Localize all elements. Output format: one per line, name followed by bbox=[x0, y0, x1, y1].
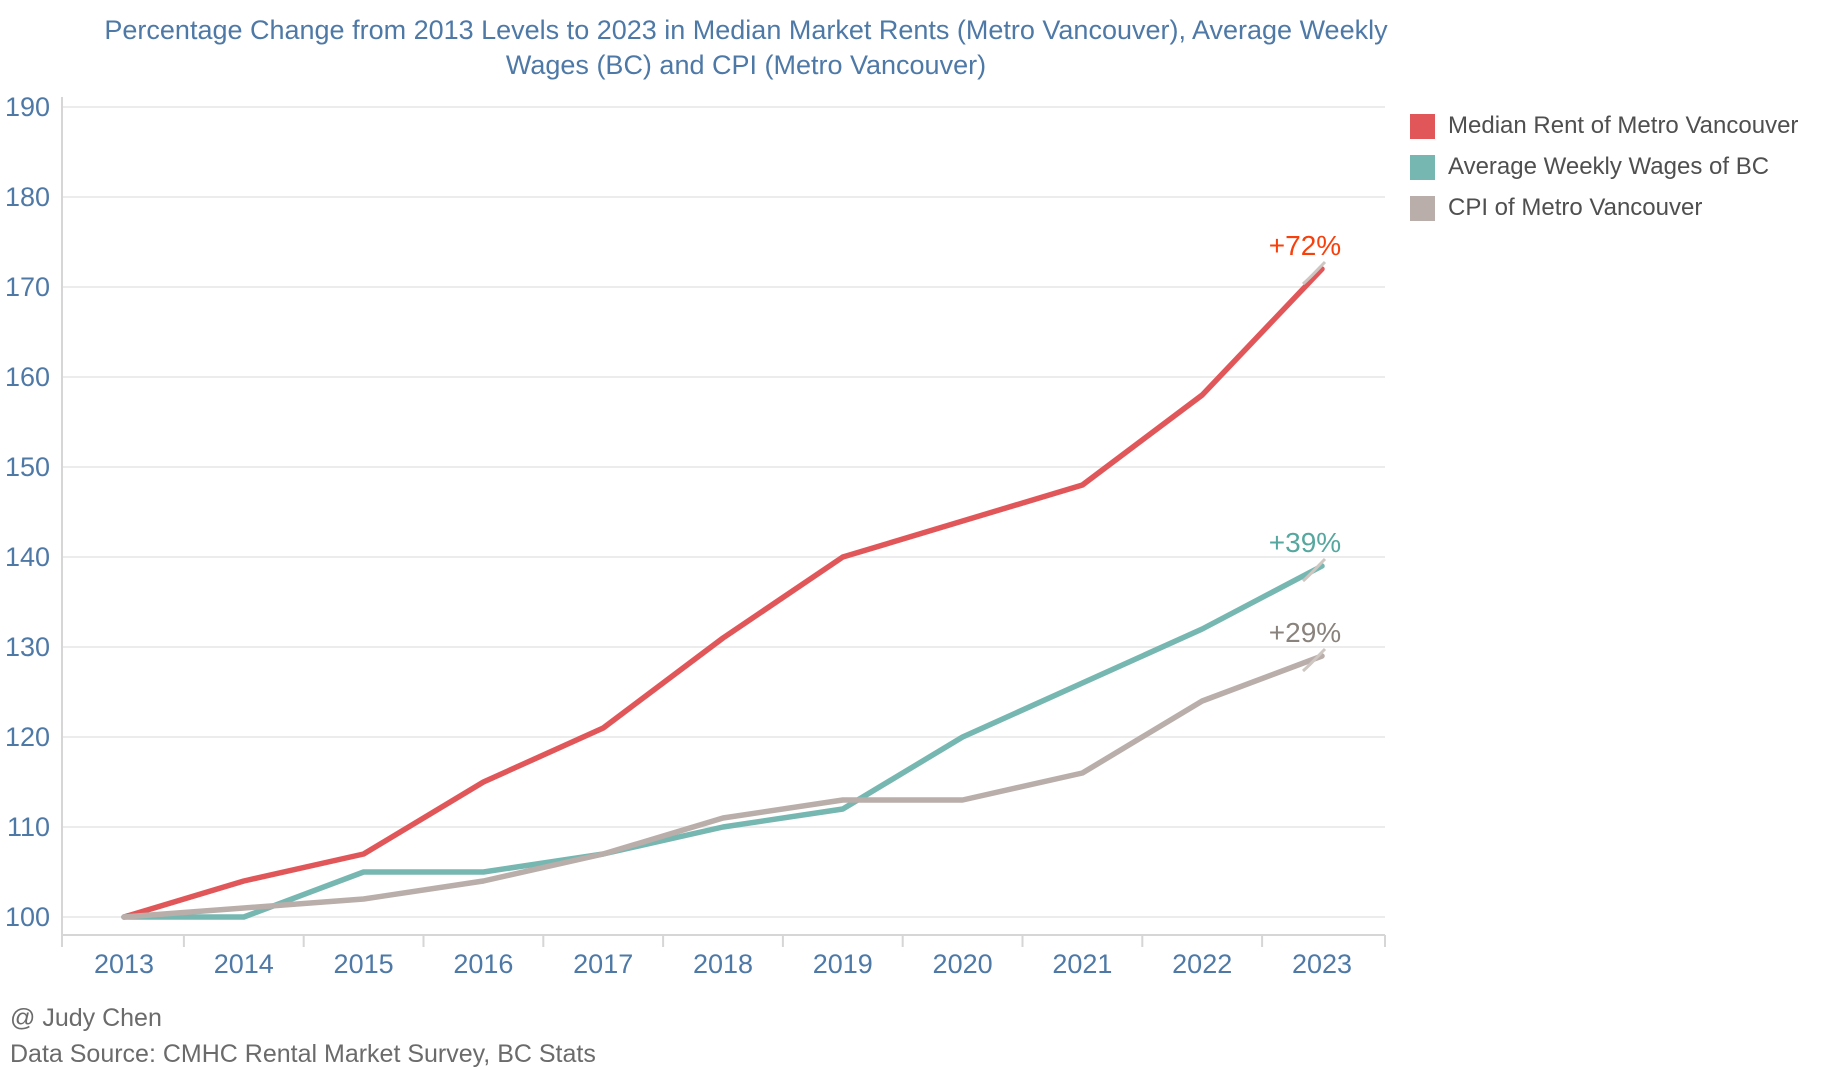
annotation-arrow-icon bbox=[1301, 647, 1327, 673]
footer-source: Data Source: CMHC Rental Market Survey, … bbox=[10, 1040, 596, 1068]
y-tick-label: 110 bbox=[7, 812, 50, 842]
y-tick-label: 130 bbox=[5, 632, 50, 662]
y-tick-label: 100 bbox=[5, 902, 50, 932]
legend-label: Average Weekly Wages of BC bbox=[1448, 153, 1770, 180]
annotation-arrow-icon bbox=[1301, 260, 1327, 286]
chart-title-line2: Wages (BC) and CPI (Metro Vancouver) bbox=[505, 50, 987, 80]
legend-label: Median Rent of Metro Vancouver bbox=[1448, 112, 1799, 139]
y-tick-label: 170 bbox=[5, 272, 50, 302]
y-tick-label: 160 bbox=[5, 362, 50, 392]
series-end-label-cpi-of-metro-vancouver: +29% bbox=[1269, 617, 1341, 648]
x-tick-label: 2020 bbox=[933, 949, 993, 979]
legend-swatch-icon bbox=[1410, 113, 1435, 139]
y-tick-label: 120 bbox=[5, 722, 50, 752]
x-tick-label: 2022 bbox=[1172, 949, 1232, 979]
series-line-median-rent-of-metro-vancouver[interactable] bbox=[121, 266, 1325, 920]
legend-item-cpi-of-metro-vancouver[interactable]: CPI of Metro Vancouver bbox=[1410, 194, 1798, 222]
legend-swatch-icon bbox=[1410, 154, 1435, 180]
footer: @ Judy Chen Data Source: CMHC Rental Mar… bbox=[10, 1000, 596, 1070]
series-end-label-median-rent-of-metro-vancouver: +72% bbox=[1269, 230, 1341, 261]
annotation-arrow-icon bbox=[1301, 557, 1327, 583]
footer-author: @ Judy Chen bbox=[10, 1004, 162, 1032]
legend-label: CPI of Metro Vancouver bbox=[1448, 194, 1703, 221]
x-tick-label: 2023 bbox=[1292, 949, 1352, 979]
legend: Median Rent of Metro Vancouver Average We… bbox=[1410, 112, 1798, 235]
legend-swatch-icon bbox=[1410, 195, 1435, 221]
y-tick-label: 190 bbox=[5, 92, 50, 122]
y-tick-label: 180 bbox=[5, 182, 50, 212]
x-tick-label: 2021 bbox=[1052, 949, 1112, 979]
chart-title-line1: Percentage Change from 2013 Levels to 20… bbox=[104, 15, 1388, 45]
series-end-label-average-weekly-wages-of-bc: +39% bbox=[1269, 527, 1341, 558]
series-line-cpi-of-metro-vancouver[interactable] bbox=[121, 653, 1325, 920]
series-line-average-weekly-wages-of-bc[interactable] bbox=[121, 563, 1325, 920]
x-tick-label: 2017 bbox=[573, 949, 633, 979]
x-tick-label: 2019 bbox=[813, 949, 873, 979]
x-tick-label: 2015 bbox=[334, 949, 394, 979]
y-tick-label: 140 bbox=[5, 542, 50, 572]
legend-item-median-rent-of-metro-vancouver[interactable]: Median Rent of Metro Vancouver bbox=[1410, 112, 1798, 140]
x-tick-label: 2018 bbox=[693, 949, 753, 979]
y-tick-label: 150 bbox=[5, 452, 50, 482]
x-tick-label: 2016 bbox=[453, 949, 513, 979]
chart-title: Percentage Change from 2013 Levels to 20… bbox=[0, 13, 1492, 83]
x-tick-label: 2013 bbox=[94, 949, 154, 979]
legend-item-average-weekly-wages-of-bc[interactable]: Average Weekly Wages of BC bbox=[1410, 153, 1798, 181]
x-tick-label: 2014 bbox=[214, 949, 274, 979]
